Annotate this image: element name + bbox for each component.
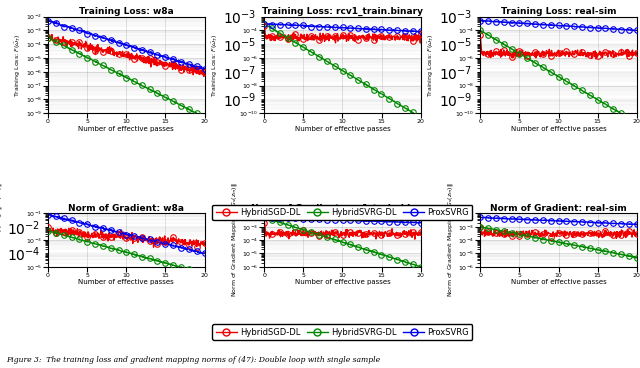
X-axis label: Number of effective passes: Number of effective passes	[511, 279, 606, 286]
X-axis label: Number of effective passes: Number of effective passes	[79, 126, 174, 132]
Title: Training Loss: rcv1_train.binary: Training Loss: rcv1_train.binary	[262, 7, 423, 16]
Y-axis label: Norm of Gradient Mapping: $\|G_s(z_m)\|$: Norm of Gradient Mapping: $\|G_s(z_m)\|$	[230, 183, 239, 297]
X-axis label: Number of effective passes: Number of effective passes	[511, 126, 606, 132]
X-axis label: Number of effective passes: Number of effective passes	[294, 126, 390, 132]
Y-axis label: Training Loss: $F(\bar{\omega}_T)$: Training Loss: $F(\bar{\omega}_T)$	[211, 33, 220, 96]
Legend: HybridSGD-DL, HybridSVRG-DL, ProxSVRG: HybridSGD-DL, HybridSVRG-DL, ProxSVRG	[212, 324, 472, 340]
Title: Training Loss: w8a: Training Loss: w8a	[79, 7, 173, 16]
Y-axis label: Norm of Gradient Mapping: $\|G_s(z_m)\|$: Norm of Gradient Mapping: $\|G_s(z_m)\|$	[446, 183, 455, 297]
Y-axis label: Norm of Gradient Mapping: $\|G_s(z_m)\|$: Norm of Gradient Mapping: $\|G_s(z_m)\|$	[0, 183, 4, 297]
X-axis label: Number of effective passes: Number of effective passes	[294, 279, 390, 286]
Title: Norm of Gradient: rcv1_train.binary: Norm of Gradient: rcv1_train.binary	[252, 204, 433, 213]
Text: Figure 3:  The training loss and gradient mapping norms of (47): Double loop wit: Figure 3: The training loss and gradient…	[6, 356, 381, 364]
Title: Norm of Gradient: real-sim: Norm of Gradient: real-sim	[490, 204, 627, 213]
Y-axis label: Training Loss: $F(\bar{\omega}_T)$: Training Loss: $F(\bar{\omega}_T)$	[428, 33, 436, 96]
Title: Norm of Gradient: w8a: Norm of Gradient: w8a	[68, 204, 184, 213]
X-axis label: Number of effective passes: Number of effective passes	[79, 279, 174, 286]
Y-axis label: Training Loss: $F(\bar{\omega}_T)$: Training Loss: $F(\bar{\omega}_T)$	[13, 33, 23, 96]
Legend: HybridSGD-DL, HybridSVRG-DL, ProxSVRG: HybridSGD-DL, HybridSVRG-DL, ProxSVRG	[212, 205, 472, 220]
Title: Training Loss: real-sim: Training Loss: real-sim	[500, 7, 616, 16]
